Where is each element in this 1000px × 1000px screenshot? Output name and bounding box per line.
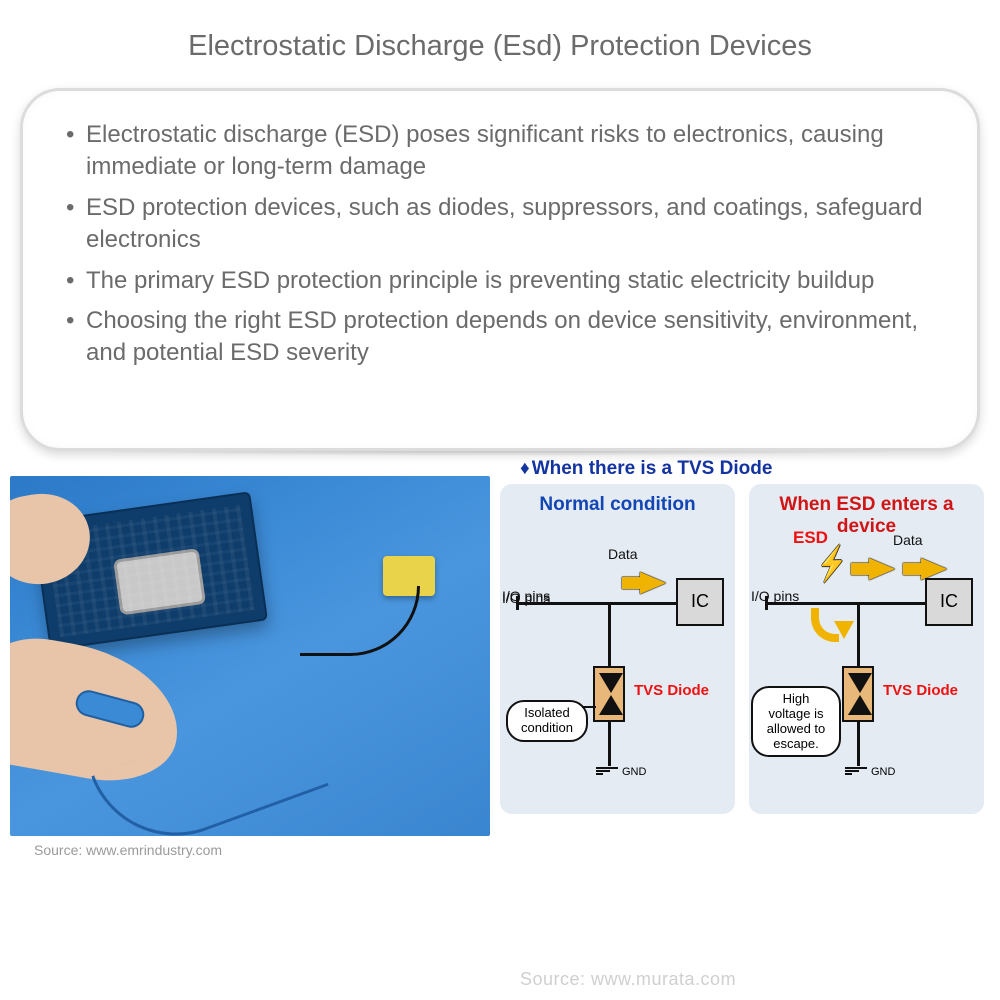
diagram-title-normal: Normal condition (510, 494, 725, 516)
io-label-text: I/O pins (751, 588, 799, 604)
bullet-item: The primary ESD protection principle is … (58, 265, 942, 297)
wire (608, 602, 611, 668)
tvs-label: TVS Diode (634, 682, 709, 699)
ground-symbol: GND (596, 766, 646, 778)
right-panel: ♦When there is a TVS Diode Normal condit… (500, 458, 990, 858)
esd-mat-photo (10, 476, 490, 836)
lower-section: Source: www.emrindustry.com ♦When there … (0, 476, 1000, 858)
tvs-diode (593, 666, 625, 722)
bubble-text: Isolated condition (521, 705, 573, 735)
lightning-icon: ⚡ (817, 544, 847, 584)
circuit-esd: I/O pins ESD ⚡ Data IC (749, 528, 984, 814)
tvs-header-text: When there is a TVS Diode (532, 458, 773, 479)
info-card: Electrostatic discharge (ESD) poses sign… (20, 88, 980, 451)
escape-bubble: High voltage is allowed to escape. (751, 686, 841, 758)
circuit-normal: I/O pins I/O pins Data IC TVS (500, 528, 735, 814)
bullet-item: ESD protection devices, such as diodes, … (58, 192, 942, 257)
gnd-label: GND (871, 766, 895, 778)
diagram-normal: Normal condition I/O pins I/O pins Data (500, 484, 735, 814)
data-arrow-icon (640, 572, 666, 594)
wire (857, 722, 860, 766)
tvs-label: TVS Diode (883, 682, 958, 699)
bubble-pointer (582, 706, 596, 708)
bullet-item: Electrostatic discharge (ESD) poses sign… (58, 119, 942, 184)
tvs-diode (842, 666, 874, 722)
diamond-icon: ♦ (520, 458, 530, 479)
wire (857, 602, 860, 668)
esd-arrow-icon (869, 558, 895, 580)
isolated-bubble: Isolated condition (506, 700, 588, 742)
wire (608, 722, 611, 766)
ic-box: IC (925, 578, 973, 626)
ic-box: IC (676, 578, 724, 626)
data-label: Data (893, 532, 923, 548)
source-watermark-right: Source: www.murata.com (520, 969, 736, 990)
diagram-esd: When ESD enters a device I/O pins ESD ⚡ … (749, 484, 984, 814)
tvs-header: ♦When there is a TVS Diode (520, 458, 990, 480)
page-title: Electrostatic Discharge (Esd) Protection… (0, 0, 1000, 78)
bullet-item: Choosing the right ESD protection depend… (58, 305, 942, 370)
diversion-arrow-icon (811, 608, 839, 642)
data-label: Data (608, 546, 638, 562)
diagrams-row: Normal condition I/O pins I/O pins Data (500, 484, 990, 814)
data-arrow-icon (921, 558, 947, 580)
ground-symbol: GND (845, 766, 895, 778)
page: Electrostatic Discharge (Esd) Protection… (0, 0, 1000, 1000)
io-label-text: I/O pins (502, 588, 550, 604)
left-column: Source: www.emrindustry.com (10, 476, 490, 858)
ic-label: IC (691, 591, 709, 612)
ic-label: IC (940, 591, 958, 612)
bullet-list: Electrostatic discharge (ESD) poses sign… (58, 119, 942, 370)
bubble-text: High voltage is allowed to escape. (767, 691, 826, 751)
source-label-left: Source: www.emrindustry.com (34, 842, 490, 858)
gnd-label: GND (622, 766, 646, 778)
black-cord (300, 586, 420, 656)
